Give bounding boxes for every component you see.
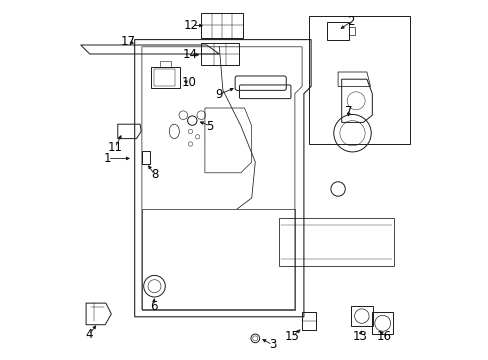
Text: 7: 7	[345, 105, 352, 118]
Text: 15: 15	[284, 330, 299, 343]
Bar	[348, 27, 355, 35]
Text: 17: 17	[121, 35, 136, 48]
Bar	[154, 69, 175, 86]
Text: 11: 11	[107, 141, 122, 154]
Text: 4: 4	[85, 328, 93, 341]
Text: 8: 8	[150, 168, 158, 181]
Bar	[201, 13, 242, 38]
Text: 9: 9	[215, 88, 223, 101]
Bar	[326, 22, 348, 40]
Bar	[142, 151, 149, 164]
Text: 6: 6	[150, 300, 157, 312]
Bar	[302, 312, 315, 330]
Text: 16: 16	[376, 330, 391, 343]
Text: 10: 10	[181, 76, 196, 89]
Bar	[371, 312, 392, 334]
Bar	[201, 43, 239, 65]
Bar	[350, 306, 372, 326]
Text: 3: 3	[268, 338, 276, 351]
Text: 2: 2	[346, 15, 354, 28]
Text: 12: 12	[183, 19, 199, 32]
Text: 14: 14	[183, 48, 198, 61]
Bar	[151, 67, 179, 88]
Text: 5: 5	[206, 120, 214, 132]
Text: 13: 13	[351, 330, 366, 343]
Text: 1: 1	[104, 152, 111, 165]
